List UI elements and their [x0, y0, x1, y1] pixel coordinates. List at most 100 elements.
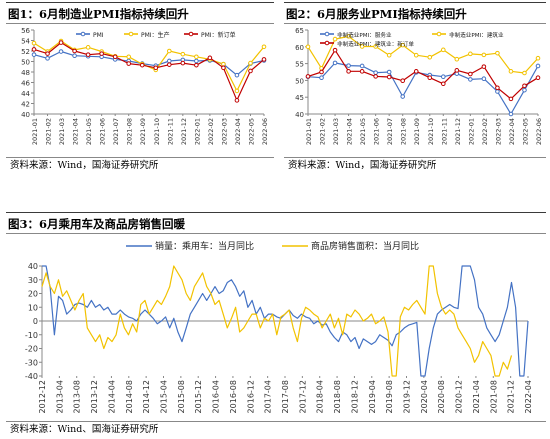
data-point [319, 75, 324, 81]
x-tick-label: 2021-06 [99, 118, 107, 145]
data-point [400, 42, 406, 48]
data-point [166, 58, 172, 64]
legend-marker [128, 31, 134, 37]
x-tick-label: 2017-04 [264, 380, 273, 413]
data-point [126, 54, 132, 60]
x-tick-label: 2021-08 [400, 118, 408, 145]
x-tick-label: 2021-12 [180, 118, 188, 145]
data-point [468, 77, 473, 82]
data-point [427, 75, 433, 81]
x-tick-label: 2018-12 [350, 380, 359, 413]
x-tick-label: 2013-12 [90, 380, 99, 413]
data-point [261, 57, 267, 62]
data-point [221, 61, 226, 67]
y-tick-label: 40 [295, 111, 304, 119]
x-tick-label: 2014-08 [125, 380, 134, 413]
data-point [305, 74, 311, 79]
y-tick-label: 48 [21, 69, 30, 77]
x-tick-label: 2019-12 [403, 380, 412, 413]
y-tick-label: -20 [25, 345, 38, 354]
chart2-title: 图2：6月服务业PMI指标持续回升 [284, 2, 546, 24]
x-tick-label: 2022-05 [247, 118, 255, 145]
x-tick-label: 2021-05 [85, 118, 93, 145]
data-point [85, 52, 91, 57]
data-point [481, 64, 487, 69]
data-point [234, 88, 240, 94]
x-tick-label: 2021-08 [489, 380, 498, 413]
x-tick-label: 2021-04 [346, 118, 354, 145]
x-tick-label: 2022-03 [494, 118, 502, 145]
data-point [194, 58, 199, 64]
data-point [332, 60, 338, 66]
data-point [346, 63, 351, 68]
chart1-title: 图1：6月制造业PMI指标持续回升 [6, 2, 274, 24]
data-point [58, 49, 64, 54]
data-point [319, 69, 324, 75]
x-tick-label: 2021-12 [507, 380, 516, 413]
x-tick-label: 2021-02 [45, 118, 53, 145]
y-tick-label: 42 [21, 101, 30, 109]
y-tick-label: -30 [25, 358, 38, 367]
data-point [400, 78, 406, 84]
chart2-plot: 40 45 50 55 60 65 2021-01 2021-02 2021-03 2021-04… [295, 27, 543, 145]
chart3-title: 图3：6月乘用车及商品房销售回暖 [6, 212, 546, 234]
data-point [31, 52, 37, 57]
y-tick-label: 50 [295, 77, 304, 85]
series-line-1 [33, 50, 265, 76]
x-tick-label: 2017-08 [281, 380, 290, 413]
x-tick-label: 2021-03 [58, 118, 66, 145]
series-line-1 [307, 62, 539, 115]
data-point [495, 85, 500, 91]
x-tick-label: 2015-04 [160, 380, 169, 413]
x-tick-label: 2013-04 [55, 380, 64, 413]
data-point [194, 54, 199, 60]
x-tick-label: 2021-02 [319, 118, 327, 145]
series-line-3 [33, 42, 265, 101]
x-tick-label: 2015-08 [177, 380, 186, 413]
data-point [139, 62, 145, 68]
x-tick-label: 2022-04 [524, 380, 533, 413]
data-point [508, 111, 514, 117]
data-point [85, 45, 91, 50]
data-point [72, 48, 77, 54]
data-point [440, 74, 446, 80]
x-tick-label: 2019-04 [368, 380, 377, 413]
data-point [481, 52, 487, 58]
data-point [440, 81, 446, 87]
x-tick-label: 2021-04 [72, 118, 80, 145]
data-point [207, 55, 213, 61]
legend-marker [324, 40, 330, 46]
data-point [45, 56, 50, 61]
data-point [522, 70, 527, 76]
y-tick-label: 44 [21, 90, 30, 98]
x-tick-label: 2020-08 [437, 380, 446, 413]
x-tick-label: 2021-05 [359, 118, 367, 145]
legend-label: PMI [93, 32, 104, 39]
series-line-3 [307, 49, 539, 100]
data-point [373, 70, 378, 75]
x-tick-label: 2022-03 [220, 118, 228, 145]
data-point [495, 89, 500, 94]
data-point [508, 69, 514, 74]
x-tick-label: 2021-11 [440, 118, 448, 145]
y-tick-label: 10 [28, 303, 38, 312]
y-tick-label: 40 [28, 262, 38, 271]
x-tick-label: 2018-08 [333, 380, 342, 413]
x-tick-label: 2022-04 [508, 118, 516, 145]
x-tick-label: 2021-01 [31, 118, 39, 145]
y-tick-label: 40 [21, 111, 30, 119]
x-tick-label: 2019-08 [385, 380, 394, 413]
data-point [31, 47, 37, 52]
legend-label: 非制造业PMI：服务业 [337, 31, 392, 39]
series-line-2 [41, 265, 513, 377]
legend-label: PMI：生产 [141, 31, 170, 39]
data-point [45, 51, 50, 56]
data-point [522, 83, 527, 89]
data-point [194, 62, 199, 68]
x-tick-label: 2020-04 [420, 380, 429, 413]
data-point [495, 50, 500, 56]
x-tick-label: 2021-12 [454, 118, 462, 145]
data-point [126, 61, 132, 66]
data-point [413, 52, 419, 58]
x-tick-label: 2022-02 [481, 118, 489, 145]
